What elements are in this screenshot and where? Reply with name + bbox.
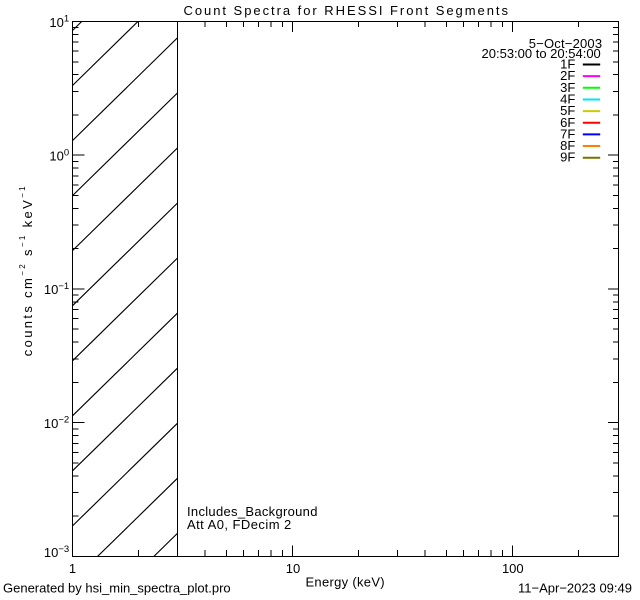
svg-text:Generated by hsi_min_spectra_p: Generated by hsi_min_spectra_plot.pro	[3, 581, 231, 596]
svg-text:6F: 6F	[560, 115, 575, 130]
svg-text:Energy (keV): Energy (keV)	[305, 575, 384, 590]
svg-text:5−Oct−2003: 5−Oct−2003	[529, 36, 603, 51]
svg-text:1: 1	[69, 561, 76, 576]
svg-text:8F: 8F	[560, 138, 575, 153]
svg-text:20:53:00 to 20:54:00: 20:53:00 to 20:54:00	[482, 46, 601, 61]
svg-text:Includes_Background: Includes_Background	[187, 504, 318, 519]
svg-text:Att A0, FDecim 2: Att A0, FDecim 2	[187, 517, 292, 532]
svg-text:100: 100	[502, 561, 524, 576]
svg-text:7F: 7F	[560, 126, 575, 141]
svg-text:5F: 5F	[560, 103, 575, 118]
svg-text:11−Apr−2023 09:49: 11−Apr−2023 09:49	[518, 581, 632, 596]
svg-text:10: 10	[286, 561, 300, 576]
svg-text:1F: 1F	[560, 57, 575, 72]
svg-text:3F: 3F	[560, 80, 575, 95]
svg-text:4F: 4F	[560, 91, 575, 106]
svg-text:2F: 2F	[560, 68, 575, 83]
svg-text:Count Spectra for RHESSI Front: Count Spectra for RHESSI Front Segments	[184, 3, 510, 18]
svg-text:counts cm−2 s−1 keV−1: counts cm−2 s−1 keV−1	[18, 184, 35, 356]
svg-text:9F: 9F	[560, 150, 575, 165]
